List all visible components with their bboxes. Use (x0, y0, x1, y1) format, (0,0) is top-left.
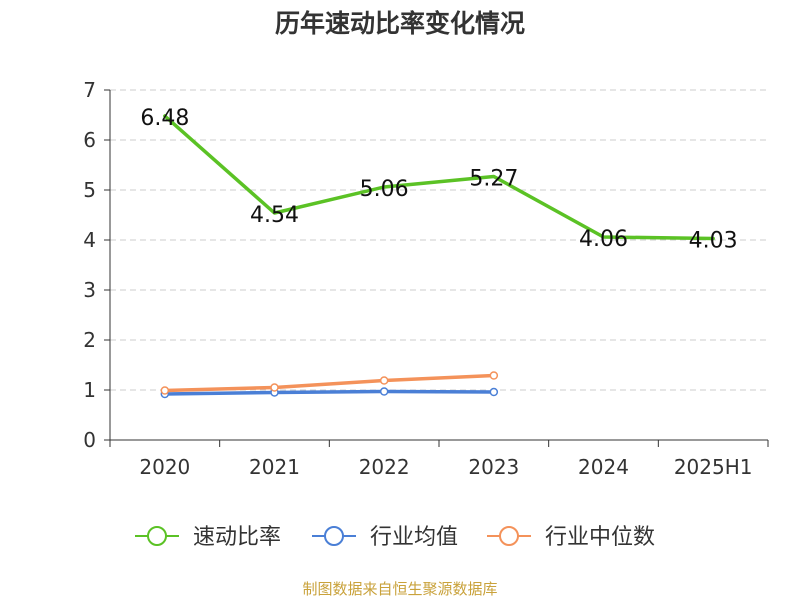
x-tick-label: 2021 (249, 455, 300, 479)
data-label: 4.54 (250, 203, 299, 228)
y-tick-label: 5 (83, 178, 96, 202)
y-tick-label: 1 (83, 378, 96, 402)
series-line-0 (163, 114, 715, 241)
series-lines (160, 114, 715, 399)
legend-swatch-marker (324, 526, 344, 546)
y-tick-label: 2 (83, 328, 96, 352)
data-label: 5.27 (469, 167, 518, 192)
y-tick-label: 7 (83, 78, 96, 102)
y-tick-label: 4 (83, 228, 96, 252)
data-point (160, 386, 170, 395)
y-tick-label: 6 (83, 128, 96, 152)
chart-title: 历年速动比率变化情况 (274, 9, 525, 38)
x-tick-label: 2024 (578, 455, 629, 479)
y-tick-label: 3 (83, 278, 96, 302)
x-tick-label: 2020 (139, 455, 190, 479)
legend-label: 行业均值 (370, 525, 458, 550)
data-label: 4.06 (579, 227, 628, 252)
x-tick-label: 2023 (468, 455, 519, 479)
x-tick-label: 2025H1 (674, 455, 753, 479)
gridlines (110, 89, 768, 391)
data-label: 6.48 (140, 106, 189, 131)
data-point (270, 383, 279, 392)
series-line-1 (163, 389, 496, 396)
x-tick-label: 2022 (359, 455, 410, 479)
y-tick-label: 0 (83, 428, 96, 452)
source-note: 制图数据来自恒生聚源数据库 (302, 580, 498, 598)
legend-label: 速动比率 (193, 525, 281, 550)
legend-label: 行业中位数 (545, 525, 655, 550)
data-point (379, 387, 389, 396)
data-label: 4.03 (689, 229, 738, 254)
data-label: 5.06 (360, 177, 409, 202)
data-labels: 6.48 4.54 5.06 5.27 4.06 4.03 (140, 106, 737, 254)
series-line-2 (163, 373, 496, 393)
data-point (489, 371, 499, 380)
axes: 0 1 2 3 4 5 6 7 2020 2021 2022 2023 2024 2025H1 (83, 78, 769, 479)
data-point (379, 376, 389, 385)
legend-swatch-marker (147, 526, 167, 546)
data-point (489, 387, 499, 397)
legend[interactable]: 速动比率 行业均值 行业中位数 (135, 525, 655, 550)
legend-swatch-marker (499, 526, 519, 546)
